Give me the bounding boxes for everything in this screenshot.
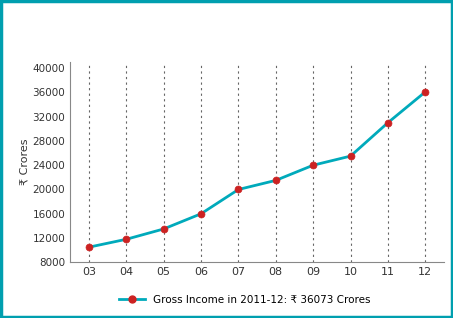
Text: Gross Income: Gross Income bbox=[18, 16, 134, 31]
Y-axis label: ₹ Crores: ₹ Crores bbox=[20, 139, 30, 185]
Legend: Gross Income in 2011-12: ₹ 36073 Crores: Gross Income in 2011-12: ₹ 36073 Crores bbox=[115, 290, 375, 309]
